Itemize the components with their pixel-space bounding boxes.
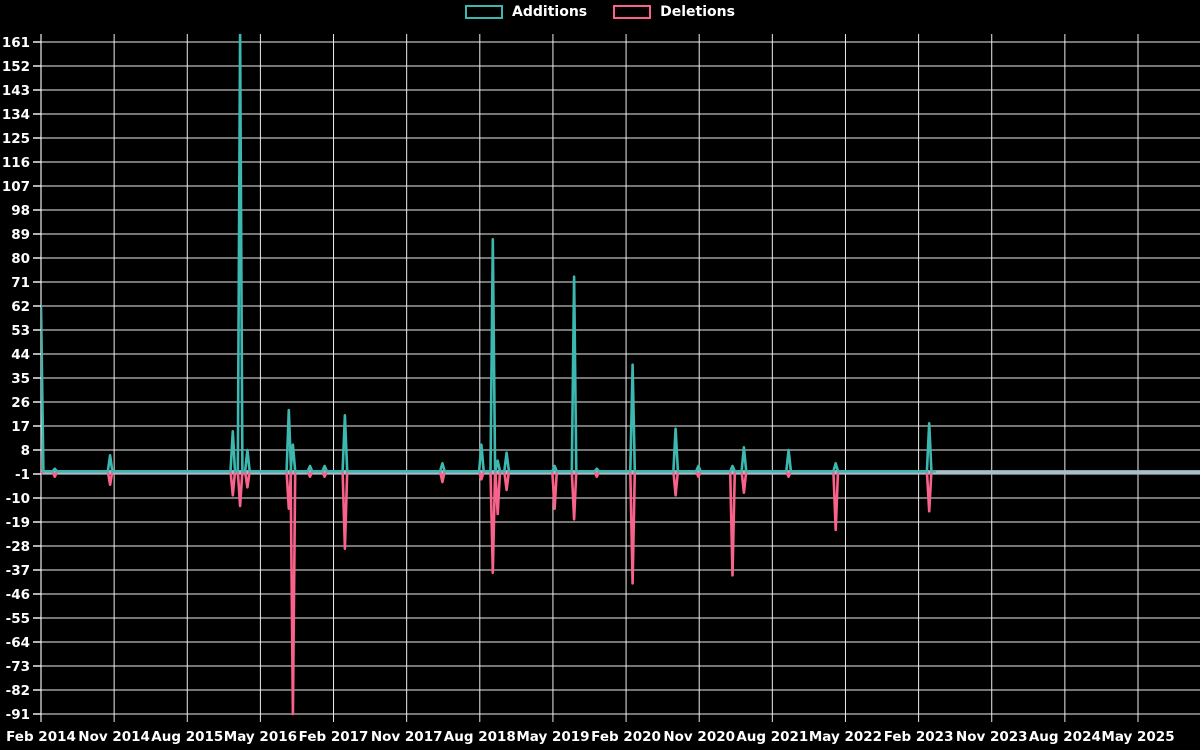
y-tick-label: -1: [15, 467, 30, 483]
y-tick-label: 116: [2, 155, 30, 171]
y-tick-label: -46: [6, 587, 30, 603]
x-tick-label: Nov 2023: [956, 729, 1028, 745]
y-tick-label: 71: [11, 275, 30, 291]
y-tick-label: 17: [11, 419, 30, 435]
y-tick-label: 152: [2, 59, 30, 75]
y-tick-label: 62: [11, 299, 30, 315]
x-tick-label: May 2025: [1101, 729, 1174, 745]
y-tick-label: 89: [11, 227, 30, 243]
y-tick-label: -91: [6, 707, 30, 723]
legend-item-deletions[interactable]: Deletions: [613, 5, 735, 19]
y-tick-label: 80: [11, 251, 30, 267]
x-tick-label: Nov 2020: [663, 729, 735, 745]
deletions-legend-label: Deletions: [660, 4, 735, 20]
x-tick-label: Aug 2018: [444, 729, 516, 745]
legend-item-additions[interactable]: Additions: [465, 5, 587, 19]
x-tick-label: Aug 2024: [1029, 729, 1101, 745]
deletions-line: [41, 470, 937, 716]
y-tick-label: 125: [2, 131, 30, 147]
y-tick-label: -28: [6, 539, 30, 555]
y-tick-label: 134: [2, 107, 30, 123]
y-tick-label: -73: [6, 659, 30, 675]
y-tick-label: 35: [11, 371, 30, 387]
y-tick-label: -10: [6, 491, 30, 507]
x-tick-label: May 2019: [516, 729, 589, 745]
x-tick-label: May 2016: [224, 729, 297, 745]
x-tick-label: Aug 2015: [151, 729, 223, 745]
y-tick-label: -19: [6, 515, 30, 531]
chart-legend: Additions Deletions: [0, 5, 1200, 19]
y-tick-label: -64: [6, 635, 30, 651]
y-tick-label: -82: [6, 683, 30, 699]
y-tick-label: 53: [11, 323, 30, 339]
y-tick-label: 8: [21, 443, 30, 459]
y-tick-label: 107: [2, 179, 30, 195]
deletions-swatch: [613, 5, 652, 19]
x-tick-label: Feb 2014: [6, 729, 76, 745]
y-tick-label: 98: [11, 203, 30, 219]
additions-line: [41, 34, 937, 473]
additions-swatch: [465, 5, 504, 19]
y-tick-label: 161: [2, 35, 30, 51]
y-tick-label: 26: [11, 395, 30, 411]
y-tick-label: -37: [6, 563, 30, 579]
x-tick-label: Nov 2014: [78, 729, 150, 745]
y-tick-label: 44: [11, 347, 30, 363]
x-tick-label: Feb 2020: [591, 729, 661, 745]
x-tick-label: Nov 2017: [371, 729, 443, 745]
additions-legend-label: Additions: [512, 4, 588, 20]
x-tick-label: Feb 2017: [299, 729, 369, 745]
x-tick-label: Feb 2023: [884, 729, 954, 745]
x-tick-label: Aug 2021: [736, 729, 808, 745]
x-tick-label: May 2022: [809, 729, 882, 745]
y-tick-label: 143: [2, 83, 30, 99]
y-tick-label: -55: [6, 611, 30, 627]
